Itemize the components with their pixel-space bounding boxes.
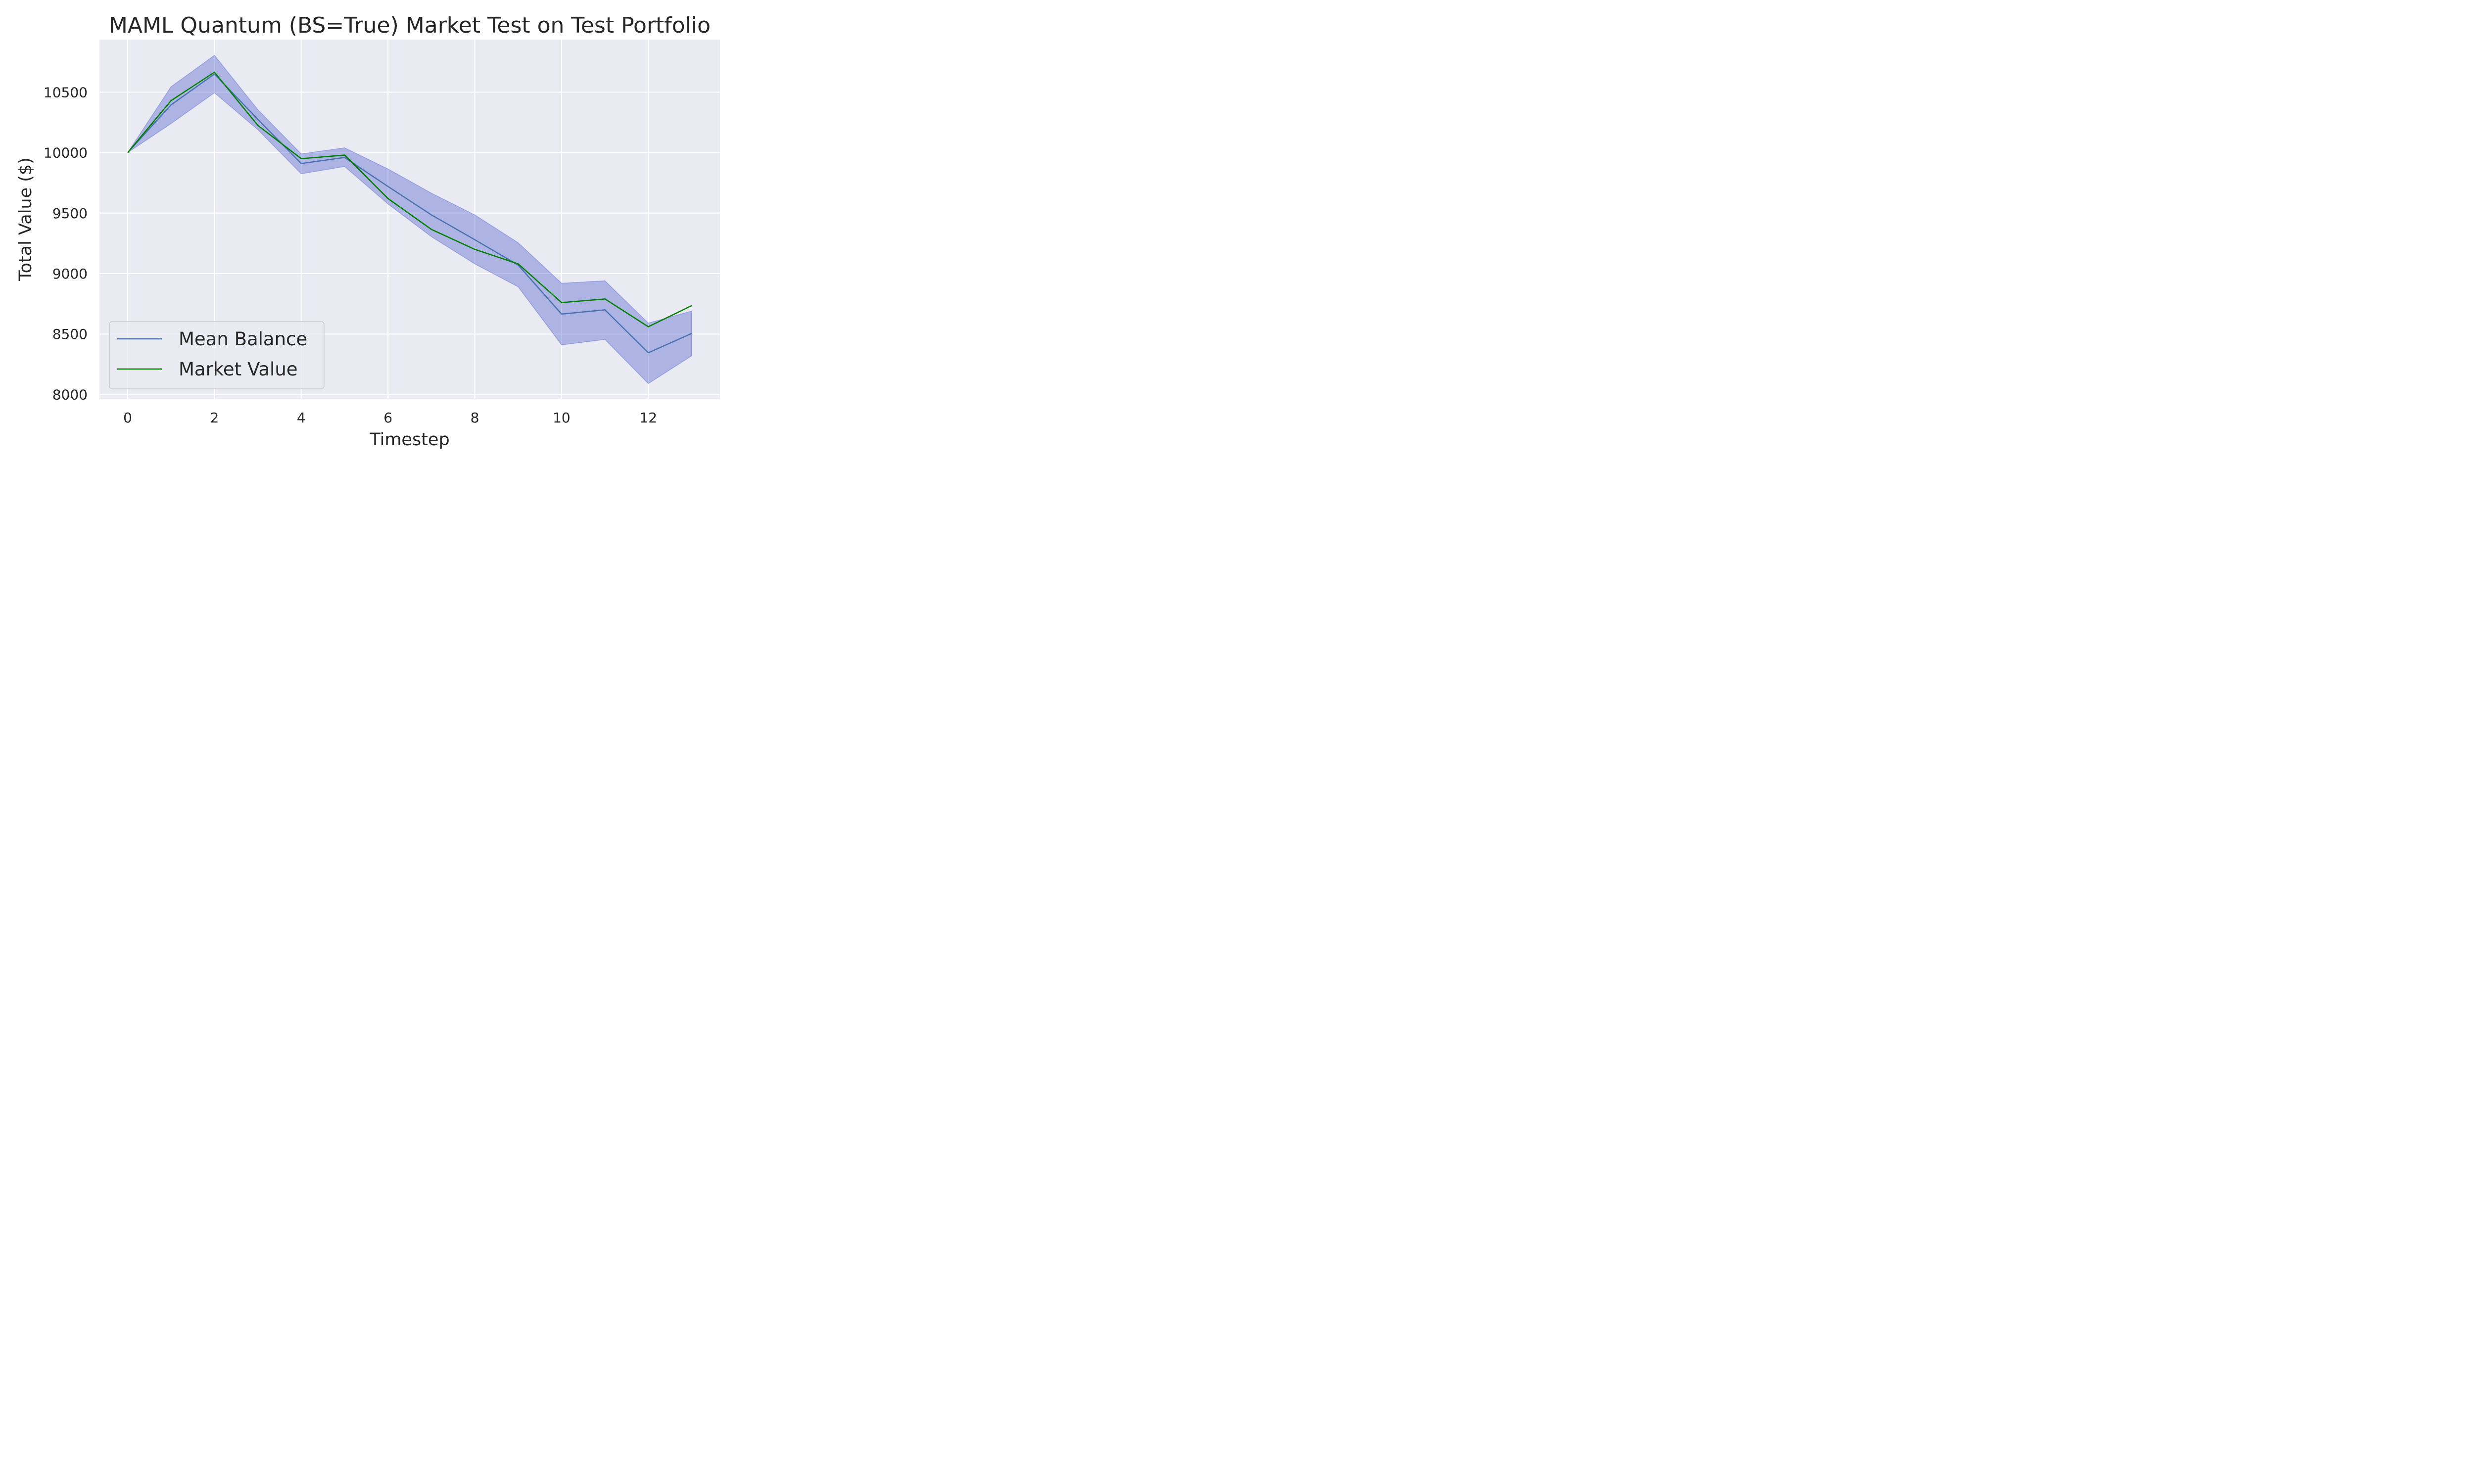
y-tick-labels: 8000 8500 9000 9500 10000 10500 [44,84,88,403]
y-tick-label: 10500 [44,84,88,100]
x-tick-label: 6 [383,410,392,426]
legend-box [109,321,325,389]
x-tick-labels: 0 2 4 6 8 10 12 [123,410,657,426]
legend-label-mean-balance: Mean Balance [179,328,307,350]
x-axis-label: Timestep [369,430,449,450]
legend-label-market-value: Market Value [179,359,298,380]
legend: Mean Balance Market Value [109,321,325,389]
y-axis-label: Total Value ($) [16,157,36,281]
x-tick-label: 4 [297,410,306,426]
y-tick-label: 10000 [44,145,88,161]
y-tick-label: 9000 [52,266,88,282]
y-tick-label: 8500 [52,326,88,342]
line-chart: MAML Quantum (BS=True) Market Test on Te… [16,13,720,450]
x-tick-label: 10 [553,410,571,426]
x-tick-label: 2 [210,410,219,426]
series-line-market-value [127,71,692,327]
series-layer [127,71,692,354]
x-tick-label: 8 [471,410,479,426]
y-tick-label: 8000 [52,386,88,403]
x-tick-label: 12 [639,410,657,426]
y-tick-label: 9500 [52,205,88,222]
x-tick-label: 0 [123,410,132,426]
chart-title: MAML Quantum (BS=True) Market Test on Te… [109,13,711,38]
